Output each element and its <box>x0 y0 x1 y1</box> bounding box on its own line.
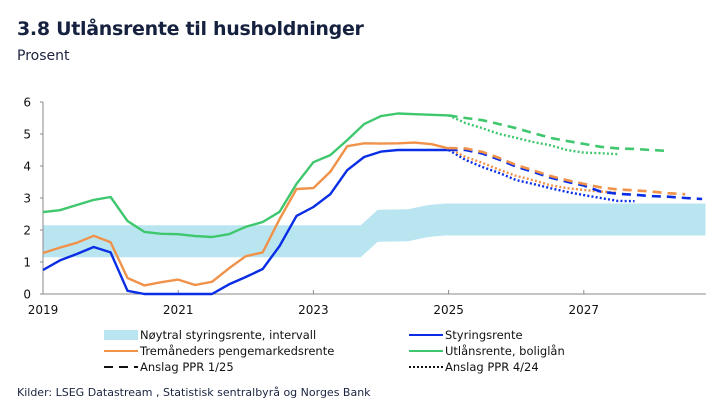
legend-item-tremaaneders: Tremåneders pengemarkedsrente <box>104 344 334 358</box>
legend-item-styringsrente: Styringsrente <box>409 328 523 342</box>
x-tick-label: 2025 <box>433 303 464 317</box>
series-tremaaneders-dotted <box>448 147 618 194</box>
series-styringsrente-dotted <box>447 148 635 203</box>
legend-label: Styringsrente <box>445 328 523 342</box>
y-tick-label: 6 <box>23 96 31 110</box>
x-tick-label: 2019 <box>28 303 59 317</box>
series-tremaaneders-dashed <box>448 146 686 196</box>
series-utlaansrente-solid <box>42 112 449 239</box>
y-tick-label: 2 <box>23 224 31 238</box>
x-tick-label: 2027 <box>569 303 600 317</box>
legend-swatch-band <box>104 330 138 340</box>
x-tick-label: 2023 <box>298 303 329 317</box>
legend-label: Anslag PPR 4/24 <box>445 360 539 374</box>
legend-label: Tremåneders pengemarkedsrente <box>140 344 335 358</box>
y-tick-label: 1 <box>23 256 31 270</box>
x-tick-label: 2021 <box>163 303 194 317</box>
series-utlaansrente-dotted <box>448 114 618 156</box>
legend-swatch-dashed <box>104 366 138 368</box>
series-utlaansrente-dashed <box>448 114 669 153</box>
legend-item-ppr-4-24: Anslag PPR 4/24 <box>409 360 539 374</box>
legend-swatch-dotted <box>409 366 443 368</box>
chart-subtitle: Prosent <box>17 48 70 64</box>
y-tick-label: 0 <box>23 288 31 302</box>
legend-swatch-tremaaneders <box>104 350 138 352</box>
y-tick-label: 3 <box>23 192 31 206</box>
neutral-rate-band <box>43 203 706 258</box>
y-tick-label: 4 <box>23 160 31 174</box>
series-styringsrente-dashed <box>448 148 703 201</box>
source-note: Kilder: LSEG Datastream , Statistisk sen… <box>17 386 371 399</box>
legend-swatch-styringsrente <box>409 334 443 336</box>
y-tick-label: 5 <box>23 128 31 142</box>
chart-title: 3.8 Utlånsrente til husholdninger <box>17 18 364 40</box>
legend-item-band: Nøytral styringsrente, intervall <box>104 328 316 342</box>
legend-label: Anslag PPR 1/25 <box>140 360 234 374</box>
series-styringsrente-solid <box>42 148 449 296</box>
legend-label: Nøytral styringsrente, intervall <box>140 328 317 342</box>
legend-item-utlaansrente: Utlånsrente, boliglån <box>409 344 565 358</box>
legend-swatch-utlaansrente <box>409 350 443 352</box>
series-tremaaneders-solid <box>42 141 449 287</box>
legend-item-ppr-1-25: Anslag PPR 1/25 <box>104 360 234 374</box>
legend-label: Utlånsrente, boliglån <box>445 344 565 358</box>
